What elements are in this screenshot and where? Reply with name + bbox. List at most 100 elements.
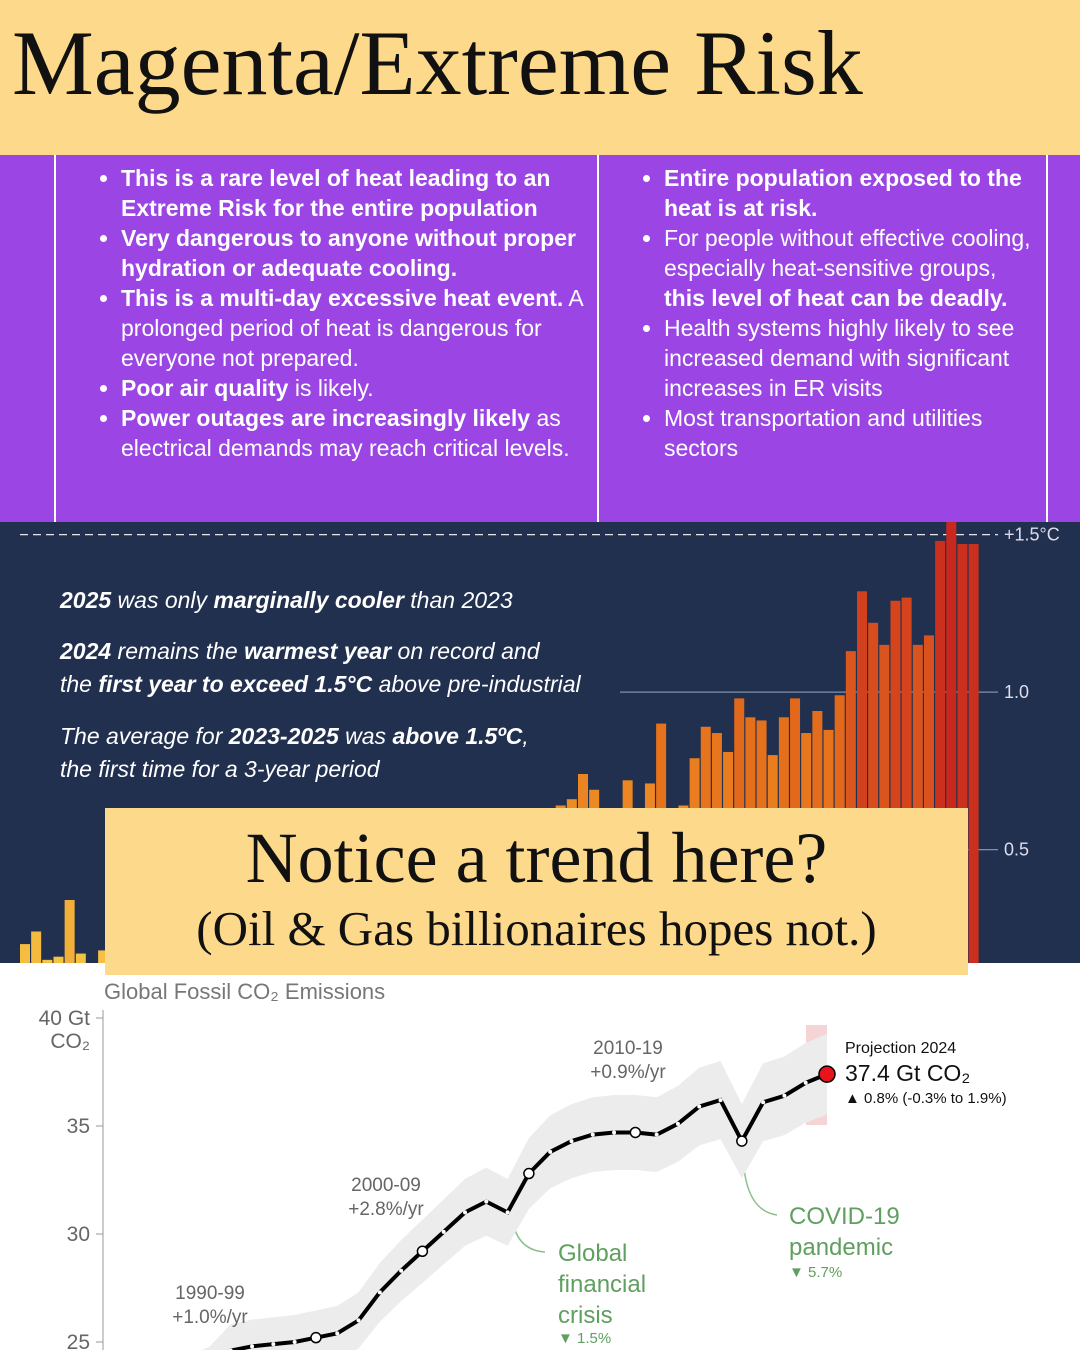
point [335,1331,340,1336]
bullet-text: This is a multi-day excessive heat event… [121,285,564,311]
annotation-part: 2023-2025 [228,723,340,749]
point [441,1229,446,1234]
overlay: Notice a trend here? (Oil & Gas billiona… [105,808,968,975]
y-tick-label: 25 [66,1331,90,1350]
bar [42,959,53,963]
column: Entire population exposed to the heat is… [641,163,1041,463]
bar [879,644,890,963]
point [818,1065,836,1083]
point [675,1121,680,1126]
bullet: Health systems highly likely to see incr… [664,313,1041,403]
annotation: 2024 remains the warmest year on record … [59,638,541,664]
y-tick-label: 1.0 [1004,682,1029,702]
event-change: ▼ 1.5% [558,1330,612,1347]
annotation: the first time for a 3-year period [60,756,381,782]
point [463,1210,467,1215]
bar [946,522,957,963]
bullet: This is a rare level of heat leading to … [121,163,598,223]
period-label: 2010-19 [593,1038,663,1059]
bullet: Most transportation and utilities sector… [664,403,1041,463]
point [590,1132,595,1137]
bar [901,597,912,963]
overlay-text: Notice a trend here? [245,818,828,898]
bullet-text: Entire population exposed to the heat is… [664,165,1022,221]
point [505,1210,510,1215]
point [416,1245,429,1258]
bar [890,600,901,963]
point [803,1080,808,1085]
point [736,1135,748,1147]
overlay-text: (Oil & Gas billionaires hopes not.) [196,901,877,956]
period-rate: +2.8%/yr [348,1199,424,1220]
annotation: the first year to exceed 1.5°C above pre… [60,671,582,697]
point [271,1342,276,1347]
risk-panel: This is a rare level of heat leading to … [0,155,1080,522]
bar [75,953,86,963]
point [310,1331,322,1344]
y-tick-label: +1.5°C [1004,525,1060,545]
bullet-text: as electrical demands may reach critical… [121,405,570,461]
bullet: Very dangerous to anyone without proper … [121,223,598,283]
point [654,1132,659,1137]
point [782,1093,787,1098]
event-change: ▼ 5.7% [789,1264,843,1281]
event-label: Global financial crisis [558,1240,647,1329]
projection-change: ▲ 0.8% (-0.3% to 1.9%) [845,1090,1007,1107]
bar [53,956,64,963]
bullet-text: This is a rare level of heat leading to … [121,165,551,221]
annotation-part: 2025 [59,587,112,613]
projection-value: 37.4 Gt CO₂ [845,1060,971,1086]
event-label: COVID-19 pandemic [789,1203,900,1261]
bullet-text: is likely. [288,375,374,401]
point [523,1167,535,1180]
annotation-part: first year to exceed 1.5°C [98,671,372,697]
y-tick-label: 0.5 [1004,840,1029,860]
uncertainty-band [201,1033,827,1350]
bullet: Poor air quality is likely. [121,373,598,403]
y-tick-label: 30 [66,1223,90,1246]
point [250,1344,255,1349]
point [612,1130,617,1135]
annotation-part: was only [111,587,213,613]
bullet-text: Very dangerous to anyone without proper … [121,225,576,281]
y-tick-label: 35 [66,1115,90,1138]
column: This is a rare level of heat leading to … [98,163,598,463]
bar [31,931,42,963]
bar [957,544,968,963]
annotation-part: was [339,723,393,749]
annotation-part: the first time for a 3-year period [60,756,381,782]
point [292,1340,297,1344]
annotation-part: warmest year [244,638,392,664]
annotation-part: The average for [60,723,229,749]
title: Magenta/Extreme Risk [12,12,863,114]
point [399,1268,404,1273]
point [377,1290,382,1295]
bar [98,950,109,963]
chart-title: Global Fossil CO₂ Emissions [104,979,386,1004]
bullet-text: Power outages are increasingly likely [121,405,531,431]
bar [868,622,879,963]
period-label: 2000-09 [351,1175,421,1196]
annotation-part: marginally cooler [213,587,405,613]
y-tick-label: 40 Gt CO₂ [38,1007,90,1053]
bar [845,651,856,963]
annotation-part: on record and [391,638,541,664]
bullet-text: A prolonged period of heat is dangerous … [121,285,583,371]
annotation-part: 2024 [59,638,111,664]
bar [968,544,979,963]
bar [935,540,946,963]
projection-label: Projection 2024 [845,1040,957,1057]
header: Magenta/Extreme Risk [0,0,1080,155]
bullet: For people without effective cooling, es… [664,223,1041,313]
annotation-part: , [522,723,528,749]
period-label: 1990-99 [175,1283,245,1304]
bullet: Power outages are increasingly likely as… [121,403,598,463]
period-rate: +0.9%/yr [590,1062,666,1083]
annotation: 2025 was only marginally cooler than 202… [59,587,513,613]
point [761,1100,766,1105]
bullet-text: Poor air quality [121,375,289,401]
bar [20,944,30,963]
annotation-part: the [60,671,98,697]
point [569,1139,574,1144]
bar [857,591,867,963]
